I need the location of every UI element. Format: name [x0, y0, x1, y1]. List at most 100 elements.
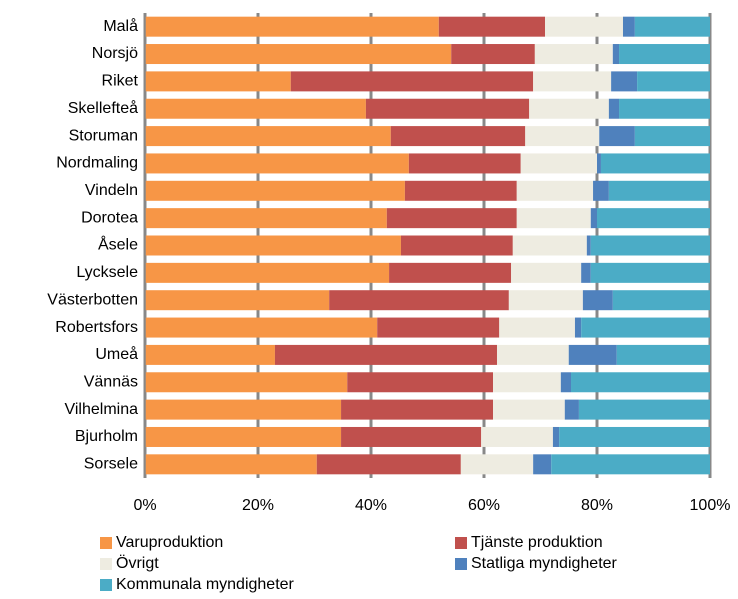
bar-segment	[552, 426, 560, 447]
bar-segment	[145, 235, 401, 256]
bar-segment	[516, 180, 594, 201]
bar-segment	[599, 126, 635, 147]
y-tick-label: Lycksele	[76, 264, 138, 281]
bar-segment	[590, 262, 710, 283]
legend-label: Kommunala myndigheter	[116, 576, 295, 593]
bar-segment	[316, 454, 461, 475]
bar-segment	[574, 317, 582, 338]
bar-segment	[341, 399, 494, 420]
bar-segment	[608, 180, 710, 201]
legend-label: Tjänste produktion	[471, 534, 603, 551]
y-tick-label: Vindeln	[85, 182, 138, 199]
bar-segment	[390, 126, 526, 147]
y-tick-label: Västerbotten	[47, 291, 138, 308]
bar-segment	[534, 44, 613, 65]
y-tick-label: Robertsfors	[55, 319, 138, 336]
bar-segment	[619, 98, 710, 119]
bar-segment	[551, 454, 710, 475]
bar-segment	[597, 208, 710, 229]
bar-segment	[145, 208, 387, 229]
y-tick-label: Vilhelmina	[64, 401, 138, 418]
bar-segment	[145, 44, 452, 65]
bar-segment	[145, 16, 439, 37]
legend-swatch	[455, 537, 467, 549]
bar-segment	[499, 317, 575, 338]
bar-segment	[274, 344, 497, 365]
bar-segment	[481, 426, 553, 447]
bar-segment	[634, 126, 710, 147]
legend-swatch	[100, 537, 112, 549]
bar-segment	[493, 399, 565, 420]
legend-label: Varuproduktion	[116, 534, 223, 551]
bar-segment	[520, 153, 597, 174]
bar-segment	[145, 372, 348, 393]
bar-segment	[508, 290, 583, 311]
bar-segment	[571, 372, 710, 393]
bar-segment	[511, 262, 582, 283]
bar-segment	[408, 153, 521, 174]
bar-segment	[581, 317, 710, 338]
y-tick-label: Åsele	[98, 235, 138, 254]
bar-segment	[581, 262, 591, 283]
bar-segment	[365, 98, 530, 119]
bar-segment	[145, 98, 366, 119]
bar-segment	[347, 372, 494, 393]
bar-segment	[564, 399, 579, 420]
bar-segment	[516, 208, 591, 229]
y-tick-label: Malå	[103, 17, 138, 35]
bar-segment	[438, 16, 546, 37]
bar-segment	[586, 235, 591, 256]
bar-segment	[545, 16, 623, 37]
bar-segment	[145, 426, 342, 447]
bar-segment	[634, 16, 710, 37]
bar-segment	[145, 290, 330, 311]
bar-segment	[451, 44, 535, 65]
bar-segment	[145, 71, 291, 92]
bar-segment	[590, 208, 597, 229]
legend-label: Övrigt	[116, 554, 159, 572]
bar-segment	[533, 454, 552, 475]
bar-segment	[145, 153, 409, 174]
bar-segment	[612, 44, 620, 65]
bar-segment	[619, 44, 710, 65]
bar-segment	[600, 153, 710, 174]
bar-segment	[145, 180, 405, 201]
bar-segment	[616, 344, 710, 365]
y-tick-label: Vännäs	[84, 373, 138, 390]
bar-segment	[496, 344, 569, 365]
bar-segment	[145, 126, 391, 147]
bar-segment	[559, 426, 710, 447]
y-tick-label: Storuman	[69, 127, 138, 144]
bar-segment	[329, 290, 509, 311]
bar-segment	[590, 235, 710, 256]
bar-segment	[145, 344, 275, 365]
bar-segment	[145, 317, 378, 338]
bar-segment	[533, 71, 612, 92]
y-tick-label: Bjurholm	[75, 428, 138, 445]
bar-segment	[560, 372, 572, 393]
bar-segment	[529, 98, 609, 119]
bar-segment	[593, 180, 609, 201]
bar-segment	[525, 126, 600, 147]
y-tick-label: Norsjö	[92, 45, 138, 62]
bar-segment	[460, 454, 534, 475]
bar-segment	[582, 290, 613, 311]
bar-segment	[145, 262, 390, 283]
x-tick-label: 20%	[242, 497, 274, 514]
legend-swatch	[100, 558, 112, 570]
bar-segment	[578, 399, 710, 420]
x-tick-label: 40%	[355, 497, 387, 514]
bar-segment	[597, 153, 601, 174]
bar-segment	[377, 317, 500, 338]
bar-segment	[637, 71, 710, 92]
bar-segment	[493, 372, 561, 393]
bar-segment	[389, 262, 512, 283]
bar-segment	[341, 426, 482, 447]
legend-swatch	[455, 558, 467, 570]
bar-segment	[622, 16, 635, 37]
bar-segment	[145, 454, 317, 475]
y-tick-label: Sorsele	[84, 456, 138, 473]
bar-segment	[608, 98, 620, 119]
bar-segment	[145, 399, 342, 420]
y-tick-label: Nordmaling	[56, 155, 138, 172]
